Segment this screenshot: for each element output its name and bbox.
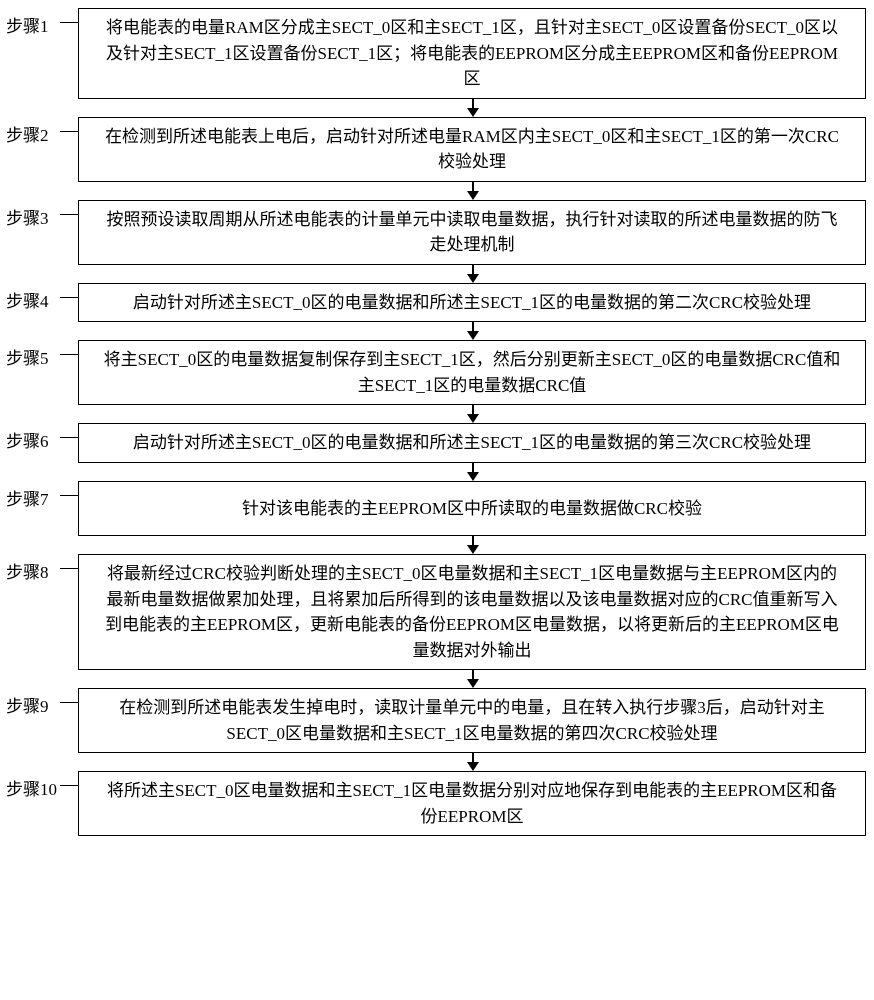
step-box-1: 将电能表的电量RAM区分成主SECT_0区和主SECT_1区，且针对主SECT_…	[78, 8, 866, 99]
arrow-3	[0, 265, 874, 283]
step-row-9: 步骤9 在检测到所述电能表发生掉电时，读取计量单元中的电量，且在转入执行步骤3后…	[0, 688, 874, 753]
step-row-3: 步骤3 按照预设读取周期从所述电能表的计量单元中读取电量数据，执行针对读取的所述…	[0, 200, 874, 265]
label-connector-6	[60, 437, 78, 438]
label-connector-5	[60, 354, 78, 355]
step-box-9: 在检测到所述电能表发生掉电时，读取计量单元中的电量，且在转入执行步骤3后，启动针…	[78, 688, 866, 753]
step-box-2: 在检测到所述电能表上电后，启动针对所述电量RAM区内主SECT_0区和主SECT…	[78, 117, 866, 182]
step-row-7: 步骤7 针对该电能表的主EEPROM区中所读取的电量数据做CRC校验	[0, 481, 874, 537]
arrow-2	[0, 182, 874, 200]
label-connector-8	[60, 568, 78, 569]
arrow-8	[0, 670, 874, 688]
label-connector-9	[60, 702, 78, 703]
step-row-2: 步骤2 在检测到所述电能表上电后，启动针对所述电量RAM区内主SECT_0区和主…	[0, 117, 874, 182]
label-connector-3	[60, 214, 78, 215]
step-box-4: 启动针对所述主SECT_0区的电量数据和所述主SECT_1区的电量数据的第二次C…	[78, 283, 866, 323]
arrow-4	[0, 322, 874, 340]
label-connector-2	[60, 131, 78, 132]
arrow-5	[0, 405, 874, 423]
label-connector-7	[60, 495, 78, 496]
arrow-9	[0, 753, 874, 771]
label-connector-1	[60, 22, 78, 23]
arrow-7	[0, 536, 874, 554]
step-row-4: 步骤4 启动针对所述主SECT_0区的电量数据和所述主SECT_1区的电量数据的…	[0, 283, 874, 323]
step-row-10: 步骤10 将所述主SECT_0区电量数据和主SECT_1区电量数据分别对应地保存…	[0, 771, 874, 836]
flowchart-container: 步骤1 将电能表的电量RAM区分成主SECT_0区和主SECT_1区，且针对主S…	[0, 8, 874, 836]
arrow-1	[0, 99, 874, 117]
step-row-1: 步骤1 将电能表的电量RAM区分成主SECT_0区和主SECT_1区，且针对主S…	[0, 8, 874, 99]
step-box-5: 将主SECT_0区的电量数据复制保存到主SECT_1区，然后分别更新主SECT_…	[78, 340, 866, 405]
step-box-8: 将最新经过CRC校验判断处理的主SECT_0区电量数据和主SECT_1区电量数据…	[78, 554, 866, 670]
step-box-3: 按照预设读取周期从所述电能表的计量单元中读取电量数据，执行针对读取的所述电量数据…	[78, 200, 866, 265]
label-connector-4	[60, 297, 78, 298]
step-row-8: 步骤8 将最新经过CRC校验判断处理的主SECT_0区电量数据和主SECT_1区…	[0, 554, 874, 670]
step-box-7: 针对该电能表的主EEPROM区中所读取的电量数据做CRC校验	[78, 481, 866, 537]
arrow-6	[0, 463, 874, 481]
step-row-6: 步骤6 启动针对所述主SECT_0区的电量数据和所述主SECT_1区的电量数据的…	[0, 423, 874, 463]
step-box-10: 将所述主SECT_0区电量数据和主SECT_1区电量数据分别对应地保存到电能表的…	[78, 771, 866, 836]
label-connector-10	[60, 785, 78, 786]
step-box-6: 启动针对所述主SECT_0区的电量数据和所述主SECT_1区的电量数据的第三次C…	[78, 423, 866, 463]
step-row-5: 步骤5 将主SECT_0区的电量数据复制保存到主SECT_1区，然后分别更新主S…	[0, 340, 874, 405]
